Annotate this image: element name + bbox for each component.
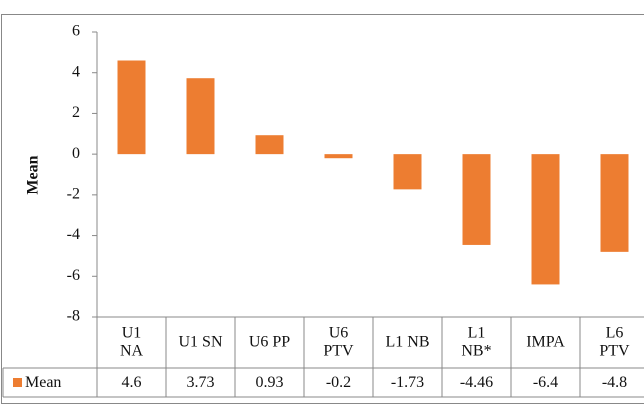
x-tick-label: L1 NB* xyxy=(461,324,491,359)
chart-border xyxy=(1,14,644,404)
bar xyxy=(117,60,146,155)
y-tick-label: -4 xyxy=(67,226,80,243)
legend-label: Mean xyxy=(25,374,61,391)
y-tick-label: 2 xyxy=(72,104,80,121)
y-tick-label: -6 xyxy=(67,267,80,284)
x-tick-label: U6 PTV xyxy=(323,324,354,359)
y-tick-label: -8 xyxy=(67,308,80,325)
bar xyxy=(462,154,491,245)
value-label: -1.73 xyxy=(391,374,424,391)
value-label: -4.46 xyxy=(460,374,493,391)
y-axis-title: Mean xyxy=(25,155,42,194)
x-tick-label: U6 PP xyxy=(249,333,290,350)
value-label: -4.8 xyxy=(602,374,627,391)
x-tick-label: U1 NA xyxy=(120,324,144,359)
y-tick-label: 4 xyxy=(72,63,80,80)
value-label: 4.6 xyxy=(122,374,142,391)
x-tick-label: L1 NB xyxy=(386,333,430,350)
bar xyxy=(324,154,353,159)
value-label: 0.93 xyxy=(256,374,284,391)
bar xyxy=(600,154,629,252)
x-tick-label: L6 PTV xyxy=(599,324,630,359)
bar xyxy=(186,78,215,155)
value-label: 3.73 xyxy=(187,374,215,391)
x-tick-label: U1 SN xyxy=(178,333,222,350)
value-label: -6.4 xyxy=(533,374,558,391)
bar xyxy=(255,135,284,155)
legend-swatch xyxy=(13,378,22,387)
y-tick-label: 0 xyxy=(72,145,80,162)
y-tick-label: 6 xyxy=(72,23,80,40)
y-tick-label: -2 xyxy=(67,186,80,203)
bar xyxy=(393,154,422,190)
value-label: -0.2 xyxy=(326,374,351,391)
bar xyxy=(531,154,560,285)
x-tick-label: IMPA xyxy=(526,333,565,350)
